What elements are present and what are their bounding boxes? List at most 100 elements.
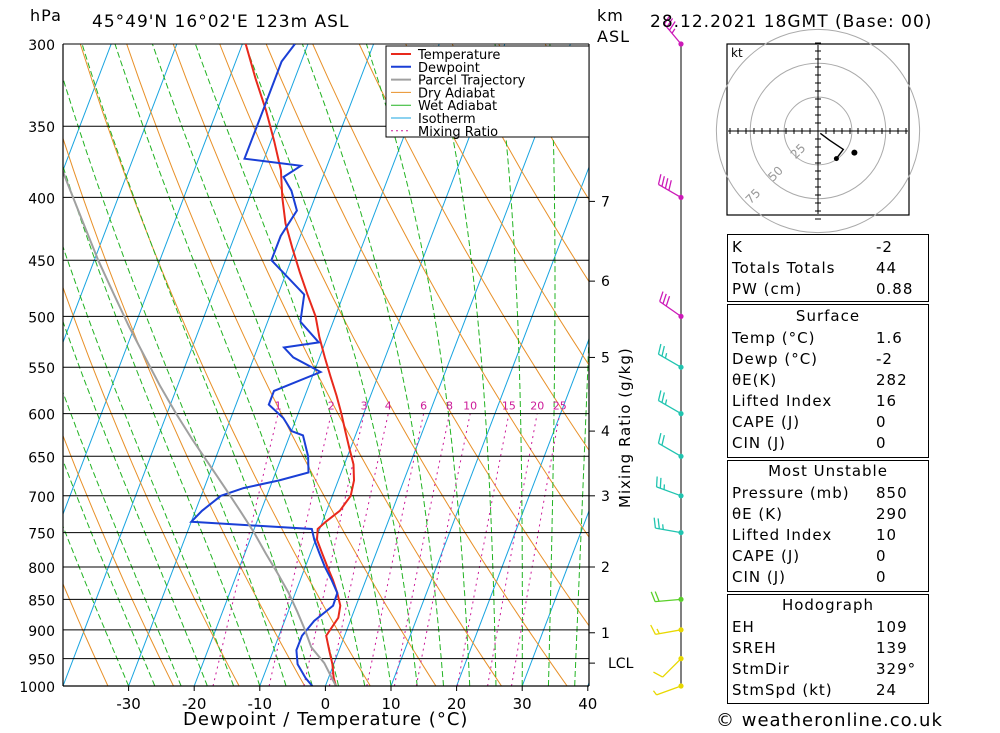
wind-barb-flag xyxy=(661,176,665,187)
wet-adiabat-line xyxy=(81,44,313,686)
wind-barb-flag xyxy=(657,432,662,444)
height-tick-label: 1 xyxy=(601,626,610,642)
wind-barb-staff xyxy=(655,527,682,534)
most-unstable-index-value: 850 xyxy=(876,484,908,502)
surface-index-row: Lifted Index 16 xyxy=(728,391,928,412)
dry-adiabat-line xyxy=(405,44,589,366)
wind-barb-staff xyxy=(656,685,682,696)
isotherm-line xyxy=(63,44,309,686)
surface-index-row: CIN (J) 0 xyxy=(728,433,928,454)
mixing-ratio-label: 4 xyxy=(385,400,392,413)
wind-barb-halfflag xyxy=(656,628,660,634)
dry-adiabat-line xyxy=(917,44,1000,686)
general-index-value: 0.88 xyxy=(876,280,914,298)
isotherm-line xyxy=(128,44,375,686)
mixing-ratio-line xyxy=(393,413,450,686)
surface-index-row: CAPE (J) 0 xyxy=(728,412,928,433)
hodograph-unit-label: kt xyxy=(731,46,743,60)
hodograph-stats-title: Hodograph xyxy=(781,596,875,614)
isotherm-line xyxy=(521,509,589,686)
isotherm-line xyxy=(259,44,506,686)
height-tick-label: 3 xyxy=(601,489,610,505)
most-unstable-index-label: Pressure (mb) xyxy=(732,484,850,502)
general-index-label: Totals Totals xyxy=(732,259,836,277)
isotherm-line xyxy=(390,165,589,686)
temperature-tick-label: 20 xyxy=(447,695,466,713)
wind-barb-halfflag xyxy=(662,524,664,530)
wind-barb-flag xyxy=(659,291,664,302)
wind-barb-flag xyxy=(650,591,656,602)
wind-barb-flag xyxy=(663,14,671,25)
legend-box xyxy=(385,45,590,138)
pressure-tick-label: 750 xyxy=(28,527,55,543)
hodograph-point xyxy=(833,156,839,162)
pressure-tick-label: 950 xyxy=(28,653,55,669)
dry-adiabat-line xyxy=(358,44,589,452)
general-index-row: Totals Totals 44 xyxy=(728,258,928,279)
general-index-row: PW (cm) 0.88 xyxy=(728,279,928,300)
temperature-tick-label: 10 xyxy=(381,695,400,713)
mixing-ratio-label: 25 xyxy=(553,400,567,413)
pressure-tick-label: 600 xyxy=(28,408,55,424)
pressure-tick-label: 500 xyxy=(28,310,55,326)
mixing-ratio-label: 3 xyxy=(361,400,368,413)
credit-text: © weatheronline.co.uk xyxy=(716,710,943,731)
height-tick-label: LCL xyxy=(608,656,634,672)
legend-label: Dewpoint xyxy=(418,61,480,76)
general-index-label: PW (cm) xyxy=(732,280,803,298)
hodograph-index-row: StmSpd (kt) 24 xyxy=(728,680,928,701)
mixing-ratio-label: 1 xyxy=(275,400,282,413)
surface-index-row: Dewp (°C) -2 xyxy=(728,349,928,370)
general-indices-box: K -2 Totals Totals 44 PW (cm) 0.88 xyxy=(727,234,929,302)
pressure-tick-label: 900 xyxy=(28,624,55,640)
hodograph-index-value: 24 xyxy=(876,681,898,699)
mixing-ratio-lines xyxy=(212,413,561,686)
dry-adiabat-line xyxy=(964,44,1000,686)
profile-series xyxy=(63,44,356,686)
temperature-tick-label: -10 xyxy=(248,695,273,713)
wind-level-dot xyxy=(678,529,684,536)
legend-label: Wet Adiabat xyxy=(418,99,497,114)
most-unstable-index-value: 0 xyxy=(876,568,887,586)
general-index-row: K -2 xyxy=(728,237,928,258)
pressure-tick-label: 450 xyxy=(28,254,55,270)
most-unstable-index-row: θE (K) 290 xyxy=(728,504,928,525)
wind-barb-staff xyxy=(655,629,682,635)
wind-barb-staff xyxy=(658,442,682,457)
dry-adiabat-line xyxy=(312,44,589,538)
height-tick-label: 6 xyxy=(601,274,610,290)
wind-profile xyxy=(650,14,684,696)
pressure-tick-label: 800 xyxy=(28,561,55,577)
hodograph-index-value: 329° xyxy=(876,660,917,678)
pressure-tick-label: 350 xyxy=(28,120,55,136)
wind-barb-flag xyxy=(661,345,665,357)
location-title: 45°49'N 16°02'E 123m ASL xyxy=(92,12,350,32)
pressure-tick-label: 1000 xyxy=(19,680,55,696)
wet-adiabat-line xyxy=(547,44,556,686)
hodograph-index-row: StmDir 329° xyxy=(728,659,928,680)
mixing-ratio-label: 2 xyxy=(328,400,335,413)
hodograph-index-value: 139 xyxy=(876,639,908,657)
mixing-ratio-label: 8 xyxy=(446,400,453,413)
wet-adiabat-line xyxy=(63,459,156,686)
legend-label: Parcel Trajectory xyxy=(418,74,526,89)
wind-barb-staff xyxy=(658,353,682,368)
isotherm-line xyxy=(324,44,571,686)
height-tick-label: 5 xyxy=(601,350,610,366)
surface-index-row: θE(K) 282 xyxy=(728,370,928,391)
wind-barb-staff xyxy=(663,23,682,45)
surface-index-label: Temp (°C) xyxy=(732,329,816,347)
surface-index-value: 1.6 xyxy=(876,329,903,347)
mixing-ratio-label: 10 xyxy=(463,400,477,413)
surface-index-label: θE(K) xyxy=(732,371,778,389)
isotherm-line xyxy=(63,44,178,344)
general-index-value: 44 xyxy=(876,259,898,277)
wind-barb-flag xyxy=(661,392,665,403)
pressure-unit-label: hPa xyxy=(30,6,62,25)
wind-barb-flag xyxy=(659,477,662,489)
pressure-tick-label: 550 xyxy=(28,361,55,377)
mixing-ratio-axis-label: Mixing Ratio (g/kg) xyxy=(616,347,634,508)
height-unit-asl: ASL xyxy=(597,27,631,46)
